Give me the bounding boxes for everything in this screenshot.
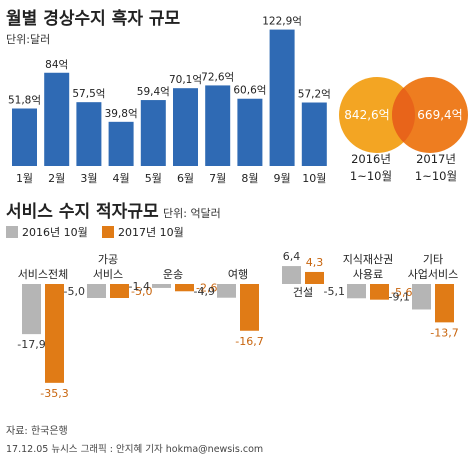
bar-value-label: -5,1 bbox=[324, 285, 345, 298]
bar-month-10 bbox=[301, 102, 327, 166]
credit-line: 17.12.05 뉴시스 그래픽 : 안지혜 기자 hokma@newsis.c… bbox=[6, 443, 263, 455]
category-label: 여행 bbox=[228, 268, 248, 281]
bar-value-label: -4,9 bbox=[194, 285, 215, 298]
bar-month-4 bbox=[108, 121, 134, 166]
bar-value-label: 72,6억 bbox=[201, 71, 234, 83]
bar-2016-3 bbox=[152, 284, 171, 288]
circle-period-year: 2016년 bbox=[351, 152, 391, 166]
month-label: 9월 bbox=[274, 172, 291, 185]
bar-month-6 bbox=[173, 88, 198, 166]
bar-2017-2 bbox=[110, 284, 129, 298]
bar-2017-3 bbox=[175, 284, 194, 292]
bar-value-label: -13,7 bbox=[430, 326, 458, 339]
bar-value-label: 57,2억 bbox=[298, 89, 331, 101]
month-label: 3월 bbox=[80, 172, 97, 185]
category-label: 지식재산권 bbox=[343, 253, 394, 266]
circle-period-months: 1~10월 bbox=[350, 169, 392, 183]
bottom-title: 서비스 수지 적자규모 bbox=[6, 202, 159, 222]
bar-month-8 bbox=[237, 98, 263, 166]
circle-2 bbox=[392, 77, 468, 153]
bar-value-label: 4,3 bbox=[306, 256, 324, 269]
circle-value-label: 842,6억 bbox=[344, 108, 389, 122]
monthly-surplus-month-labels: 1월 2월 3월 4월 5월 6월 7월 8월 9월 10월 bbox=[16, 172, 326, 185]
legend-swatch bbox=[6, 226, 18, 238]
bar-2017-1 bbox=[45, 284, 64, 383]
cumulative-comparison-circles: 842,6억 2016년 1~10월 669,4억 2017년 1~10월 bbox=[339, 77, 468, 183]
bar-month-3 bbox=[76, 102, 102, 166]
bar-2016-1 bbox=[22, 284, 41, 335]
service-deficit-bars bbox=[22, 266, 454, 383]
circle-period-year: 2017년 bbox=[416, 152, 456, 166]
source-note: 자료: 한국은행 bbox=[6, 425, 68, 437]
category-label: 서비스전체 bbox=[18, 268, 69, 281]
circle-1 bbox=[339, 77, 415, 153]
bar-month-9 bbox=[269, 29, 295, 167]
bar-2017-7 bbox=[435, 284, 454, 323]
month-label: 10월 bbox=[302, 172, 326, 185]
bar-2017-5 bbox=[305, 271, 324, 284]
bar-value-label: -5,6 bbox=[391, 286, 412, 299]
bar-value-label: -9,1 bbox=[389, 291, 410, 304]
bar-value-label: 57,5억 bbox=[72, 88, 105, 100]
bar-2017-6 bbox=[370, 284, 389, 300]
bar-value-label: -5,0 bbox=[131, 285, 152, 298]
legend-label: 2016년 10월 bbox=[22, 226, 88, 239]
bar-month-5 bbox=[140, 100, 166, 166]
bar-value-label: 59,4억 bbox=[137, 86, 170, 98]
bar-value-label: 39,8억 bbox=[105, 108, 138, 120]
month-label: 4월 bbox=[113, 172, 130, 185]
bar-value-label: 60,6억 bbox=[233, 85, 266, 97]
category-label: 사업서비스 bbox=[408, 268, 459, 281]
top-title: 월별 경상수지 흑자 규모 bbox=[6, 8, 181, 29]
category-label: 가공 bbox=[98, 253, 118, 266]
month-label: 7월 bbox=[209, 172, 226, 185]
bar-2016-7 bbox=[412, 284, 431, 310]
category-label: 운송 bbox=[163, 268, 183, 281]
category-label: 서비스 bbox=[93, 268, 123, 281]
bar-value-label: -35,3 bbox=[40, 387, 68, 400]
bar-value-label: 51,8억 bbox=[8, 95, 41, 107]
monthly-surplus-bars bbox=[12, 29, 327, 167]
circle-overlap bbox=[392, 87, 416, 143]
legend: 2016년 10월 2017년 10월 bbox=[6, 226, 184, 239]
bar-2016-4 bbox=[217, 284, 236, 298]
bar-month-7 bbox=[205, 85, 231, 166]
month-label: 8월 bbox=[241, 172, 258, 185]
category-label: 건설 bbox=[293, 286, 313, 299]
bar-2016-5 bbox=[282, 266, 301, 284]
legend-swatch bbox=[102, 226, 114, 238]
category-label: 기타 bbox=[423, 253, 443, 266]
circle-value-label: 669,4억 bbox=[417, 108, 462, 122]
legend-label: 2017년 10월 bbox=[118, 226, 184, 239]
bar-value-label: -5,0 bbox=[64, 285, 85, 298]
bar-value-label: 84억 bbox=[45, 59, 68, 71]
bar-value-label: -1,4 bbox=[129, 280, 150, 293]
bar-2016-6 bbox=[347, 284, 366, 299]
month-label: 2월 bbox=[48, 172, 65, 185]
month-label: 6월 bbox=[177, 172, 194, 185]
bar-value-label: 6,4 bbox=[283, 250, 301, 263]
bottom-unit: 단위: 억달러 bbox=[163, 207, 221, 220]
bar-2017-4 bbox=[240, 284, 259, 331]
bar-value-label: -17,9 bbox=[17, 338, 45, 351]
bar-value-label: 70,1억 bbox=[169, 74, 202, 86]
month-label: 5월 bbox=[145, 172, 162, 185]
bar-value-label: -2,6 bbox=[196, 282, 217, 295]
month-label: 1월 bbox=[16, 172, 33, 185]
bar-2016-2 bbox=[87, 284, 106, 298]
bar-month-1 bbox=[12, 108, 37, 166]
bar-value-label: -16,7 bbox=[235, 335, 263, 348]
circle-period-months: 1~10월 bbox=[415, 169, 457, 183]
bar-value-label: 122,9억 bbox=[262, 16, 302, 28]
service-deficit-value-labels: -17,9-35,3-5,0 -5,0-1,4 -2,6-4,9-16,76,4 4,… bbox=[17, 250, 458, 400]
bar-month-2 bbox=[44, 72, 70, 166]
top-unit: 단위:달러 bbox=[6, 33, 50, 46]
category-label: 사용료 bbox=[353, 268, 383, 281]
